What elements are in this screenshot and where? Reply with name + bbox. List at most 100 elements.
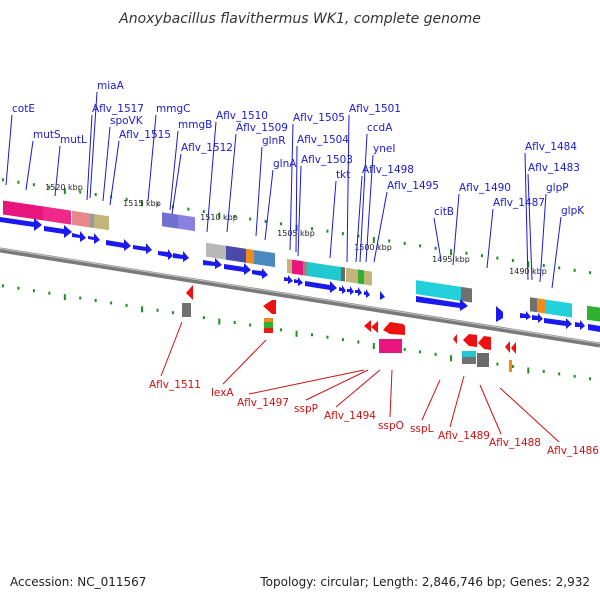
gene-arrow[interactable] [72,231,86,242]
gene-arrow[interactable] [347,286,354,295]
gene-arrow[interactable] [355,287,362,296]
gene-arrow[interactable] [364,289,370,298]
feature-block[interactable] [364,270,372,286]
feature-block[interactable] [226,245,246,263]
feature-block[interactable] [182,303,191,317]
gene-arrow[interactable] [383,322,405,335]
feature-block[interactable] [358,269,364,285]
gene-label[interactable]: mutL [60,134,87,146]
gene-arrow[interactable] [305,281,337,293]
gene-label[interactable]: cotE [12,103,35,115]
gene-label[interactable]: Aflv_1495 [387,180,439,192]
gene-label[interactable]: Aflv_1511 [149,379,201,391]
gene-arrow[interactable] [588,324,600,332]
gene-label[interactable]: Aflv_1515 [119,129,171,141]
feature-block[interactable] [206,242,226,260]
gene-arrow[interactable] [496,306,503,322]
gene-arrow[interactable] [186,285,193,300]
feature-block[interactable] [264,318,273,322]
gene-label[interactable]: glnA [273,158,297,170]
gene-label[interactable]: glpK [561,205,585,217]
gene-label[interactable]: Aflv_1484 [525,141,577,153]
feature-block[interactable] [545,299,572,318]
gene-label[interactable]: lexA [211,387,234,399]
feature-block[interactable] [461,286,472,303]
gene-label[interactable]: citB [434,206,454,218]
gene-label[interactable]: Aflv_1488 [489,437,541,449]
gene-label[interactable]: glnR [262,135,286,147]
gene-label[interactable]: glpP [546,182,569,194]
gene-label[interactable]: Aflv_1509 [236,122,288,134]
feature-block[interactable] [530,297,537,313]
feature-block[interactable] [3,200,43,221]
gene-label[interactable]: Aflv_1510 [216,110,268,122]
gene-arrow[interactable] [478,336,491,350]
gene-label[interactable]: Aflv_1494 [324,410,376,422]
gene-arrow[interactable] [88,233,100,244]
gene-arrow[interactable] [173,251,189,262]
gene-label[interactable]: mmgC [156,103,190,115]
gene-label[interactable]: Aflv_1498 [362,164,414,176]
gene-arrow[interactable] [511,342,516,354]
gene-arrow[interactable] [224,263,251,275]
gene-label[interactable]: Aflv_1487 [493,197,545,209]
feature-block[interactable] [462,357,476,364]
gene-arrow[interactable] [463,334,477,347]
gene-label[interactable]: tkt [336,169,350,181]
gene-label[interactable]: Aflv_1483 [528,162,580,174]
gene-arrow[interactable] [453,334,457,344]
feature-block[interactable] [72,210,90,228]
gene-arrow[interactable] [520,311,531,320]
gene-arrow[interactable] [505,341,510,353]
gene-arrow[interactable] [532,313,543,323]
gene-label[interactable]: Aflv_1512 [181,142,233,154]
gene-label[interactable]: miaA [97,80,125,92]
feature-block[interactable] [477,353,489,367]
feature-block[interactable] [509,360,512,372]
gene-label[interactable]: spoVK [110,115,144,127]
gene-label[interactable]: Aflv_1504 [297,134,349,146]
feature-block[interactable] [587,305,600,322]
feature-block[interactable] [379,339,402,353]
gene-label[interactable]: Aflv_1497 [237,397,289,409]
gene-label[interactable]: Aflv_1503 [301,154,353,166]
feature-block[interactable] [346,267,358,284]
gene-label[interactable]: sspO [378,420,404,432]
gene-arrow[interactable] [371,321,378,333]
feature-block[interactable] [416,280,461,301]
feature-block[interactable] [537,298,545,314]
feature-block[interactable] [292,259,303,276]
gene-label[interactable]: yneI [373,143,395,155]
feature-block[interactable] [246,248,254,264]
feature-block[interactable] [43,206,71,225]
gene-arrow[interactable] [158,249,173,260]
feature-block[interactable] [90,213,94,229]
gene-arrow[interactable] [339,285,346,294]
gene-arrow[interactable] [106,239,131,251]
gene-arrow[interactable] [133,243,152,254]
gene-arrow[interactable] [364,320,371,332]
gene-arrow[interactable] [263,300,276,314]
gene-label[interactable]: Aflv_1501 [349,103,401,115]
gene-label[interactable]: sspP [294,403,318,415]
feature-block[interactable] [462,351,476,357]
feature-block[interactable] [94,214,109,231]
gene-arrow[interactable] [544,318,572,329]
gene-arrow[interactable] [44,225,72,238]
gene-label[interactable]: sspL [410,423,434,435]
feature-block[interactable] [341,266,345,282]
feature-block[interactable] [254,249,275,268]
gene-label[interactable]: Aflv_1486 [547,445,599,457]
feature-block[interactable] [264,328,273,333]
gene-arrow[interactable] [0,217,42,231]
gene-arrow[interactable] [416,296,468,311]
feature-block[interactable] [178,214,195,232]
gene-arrow[interactable] [284,275,293,284]
gene-label[interactable]: mutS [33,129,61,141]
gene-arrow[interactable] [575,320,585,330]
gene-label[interactable]: ccdA [367,122,393,134]
gene-label[interactable]: mmgB [178,119,212,131]
feature-block[interactable] [264,322,273,328]
gene-arrow[interactable] [380,291,385,300]
feature-block[interactable] [303,261,307,276]
